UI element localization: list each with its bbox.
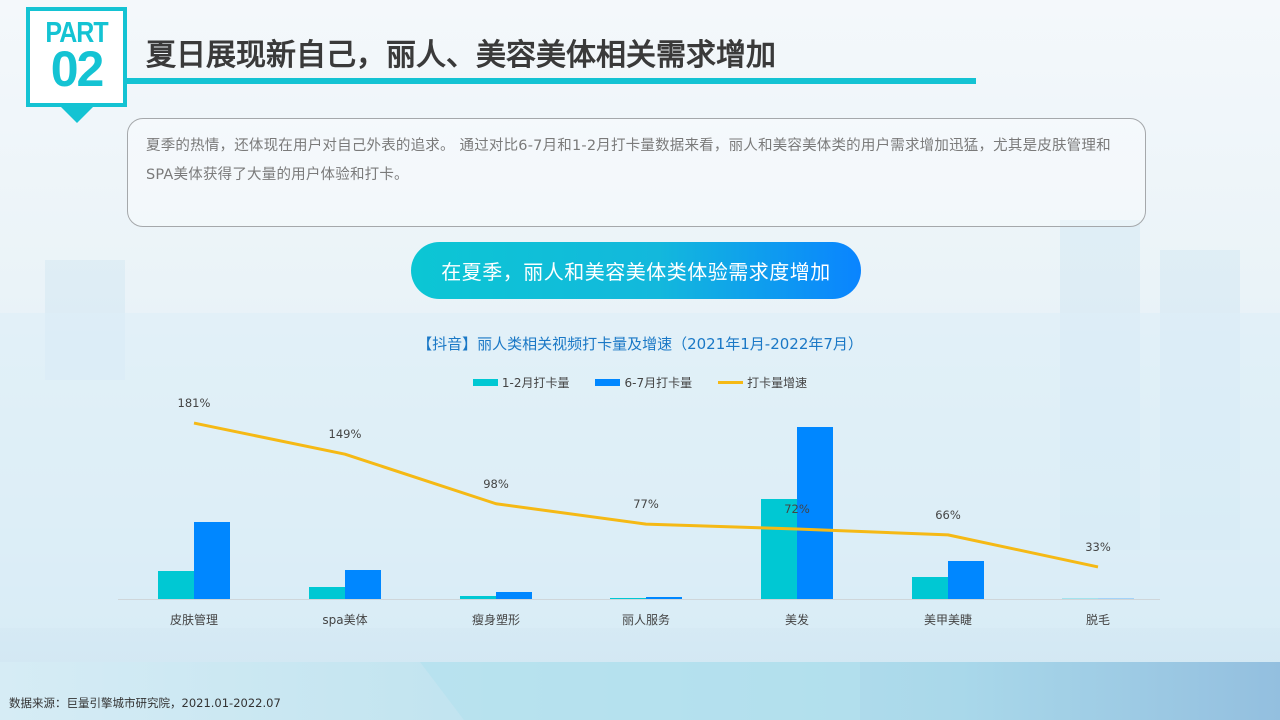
page-title: 夏日展现新自己，丽人、美容美体相关需求增加 <box>146 38 776 73</box>
legend-line-growth <box>718 381 744 384</box>
bar-1-2 <box>1062 598 1098 599</box>
description-box: 夏季的热情，还体现在用户对自己外表的追求。 通过对比6-7月和1-2月打卡量数据… <box>127 118 1146 227</box>
bar-6-7 <box>797 427 833 599</box>
growth-data-label: 72% <box>784 502 810 517</box>
x-axis-label: 瘦身塑形 <box>471 613 520 627</box>
x-axis-label: spa美体 <box>322 613 368 627</box>
legend-label: 6-7月打卡量 <box>624 376 693 390</box>
bar-6-7 <box>948 561 984 599</box>
growth-data-label: 77% <box>633 497 659 512</box>
part-badge: PART 02 <box>26 7 127 107</box>
x-axis-label: 皮肤管理 <box>169 613 218 627</box>
bar-1-2 <box>761 499 797 599</box>
badge-pointer-icon <box>61 107 93 123</box>
bar-1-2 <box>309 586 345 599</box>
bar-1-2 <box>610 597 646 599</box>
bar-1-2 <box>912 576 948 599</box>
highlight-pill: 在夏季，丽人和美容美体类体验需求度增加 <box>411 242 861 299</box>
legend-label: 1-2月打卡量 <box>501 376 570 390</box>
x-axis-label: 美甲美睫 <box>923 613 972 627</box>
x-axis-label: 美发 <box>784 613 809 627</box>
bar-1-2 <box>158 571 194 599</box>
x-axis-line <box>118 599 1160 600</box>
data-source: 数据来源：巨量引擎城市研究院，2021.01-2022.07 <box>9 696 281 710</box>
x-axis-label: 丽人服务 <box>621 613 670 627</box>
part-number: 02 <box>50 41 105 97</box>
description-text: 夏季的热情，还体现在用户对自己外表的追求。 通过对比6-7月和1-2月打卡量数据… <box>146 138 1111 183</box>
bar-6-7 <box>194 521 230 599</box>
growth-data-label: 149% <box>328 427 362 442</box>
chart-title: 【抖音】丽人类相关视频打卡量及增速（2021年1月-2022年7月） <box>417 335 863 353</box>
legend-swatch-1-2 <box>472 379 498 386</box>
legend-item-6-7: 6-7月打卡量 <box>595 374 692 391</box>
bar-6-7 <box>646 596 682 599</box>
bar-6-7 <box>496 592 532 599</box>
bar-6-7 <box>345 569 381 599</box>
part-word: PART <box>45 16 108 50</box>
growth-data-label: 98% <box>483 476 509 491</box>
title-underline <box>127 78 976 84</box>
growth-data-label: 181% <box>177 396 211 411</box>
highlight-text: 在夏季，丽人和美容美体类体验需求度增加 <box>441 260 831 284</box>
legend-item-1-2: 1-2月打卡量 <box>472 374 570 391</box>
bar-6-7 <box>1098 598 1134 599</box>
growth-data-label: 66% <box>935 507 961 522</box>
growth-data-label: 33% <box>1085 539 1111 554</box>
legend-label: 打卡量增速 <box>747 376 808 390</box>
chart-legend: 1-2月打卡量 6-7月打卡量 打卡量增速 <box>0 374 1280 391</box>
legend-item-growth: 打卡量增速 <box>718 374 807 391</box>
bar-1-2 <box>460 595 496 599</box>
x-axis-label: 脱毛 <box>1085 613 1110 627</box>
legend-swatch-6-7 <box>595 379 621 386</box>
background-footer-shape <box>420 662 860 720</box>
